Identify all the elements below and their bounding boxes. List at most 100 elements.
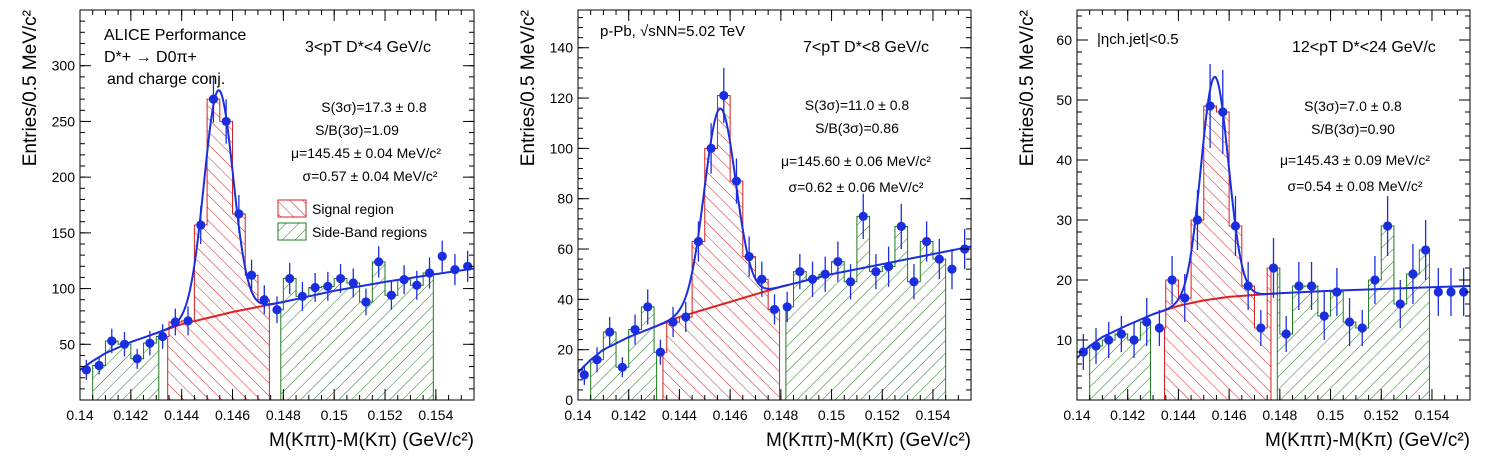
data-marker bbox=[1344, 317, 1355, 327]
legend-signal-label: Signal region bbox=[312, 201, 394, 217]
data-marker bbox=[807, 274, 818, 284]
data-marker bbox=[196, 220, 206, 230]
data-marker bbox=[795, 267, 805, 277]
y-tick-label: 150 bbox=[52, 225, 76, 241]
y-tick-label: 250 bbox=[52, 113, 76, 129]
data-point bbox=[1192, 190, 1203, 250]
data-point bbox=[922, 221, 932, 262]
x-tick-label: 0.148 bbox=[763, 407, 798, 423]
data-marker bbox=[731, 176, 742, 186]
x-tick-label: 0.154 bbox=[418, 407, 453, 423]
data-point bbox=[1421, 220, 1431, 280]
data-marker bbox=[820, 269, 830, 279]
data-marker bbox=[1091, 341, 1101, 351]
x-tick-label: 0.148 bbox=[266, 407, 301, 423]
data-point bbox=[145, 330, 155, 356]
data-point bbox=[1459, 268, 1469, 316]
data-point bbox=[947, 249, 957, 290]
data-point bbox=[845, 264, 856, 300]
data-marker bbox=[833, 257, 843, 267]
data-point bbox=[617, 357, 627, 378]
annotation-mu: μ=145.43 ± 0.09 MeV/c² bbox=[1280, 152, 1430, 168]
data-marker bbox=[934, 254, 944, 264]
y-axis-label: Entries/0.5 MeV/c² bbox=[1017, 10, 1038, 166]
data-point bbox=[323, 271, 333, 301]
data-point bbox=[693, 221, 704, 262]
data-marker bbox=[1268, 263, 1279, 273]
data-marker bbox=[246, 270, 257, 280]
data-point bbox=[719, 67, 729, 124]
x-axis-label: M(Kππ)-M(Kπ) (GeV/c²) bbox=[766, 430, 971, 451]
y-tick-label: 30 bbox=[1056, 212, 1072, 228]
data-marker bbox=[424, 268, 435, 278]
data-point bbox=[1167, 256, 1177, 304]
annotation-decay-channel: D*+ → D0π+ bbox=[104, 49, 197, 66]
data-point bbox=[259, 285, 269, 315]
data-point bbox=[1129, 322, 1139, 358]
data-marker bbox=[719, 90, 729, 101]
data-marker bbox=[1104, 335, 1114, 345]
y-tick-label: 80 bbox=[557, 191, 573, 207]
data-point bbox=[1268, 238, 1279, 298]
x-tick-label: 0.144 bbox=[662, 407, 697, 423]
data-point bbox=[807, 261, 818, 297]
data-marker bbox=[1446, 287, 1456, 297]
data-marker bbox=[297, 291, 308, 301]
data-marker bbox=[579, 370, 589, 380]
data-marker bbox=[592, 355, 602, 365]
data-point bbox=[234, 194, 244, 233]
data-point bbox=[871, 254, 881, 290]
data-point bbox=[605, 316, 615, 348]
data-point bbox=[1408, 244, 1418, 304]
x-tick-label: 0.14 bbox=[66, 407, 93, 423]
annotation-eta-cut: |ηch.jet|<0.5 bbox=[1097, 31, 1179, 48]
data-point bbox=[1230, 196, 1241, 256]
data-point bbox=[158, 324, 168, 349]
data-point bbox=[196, 206, 206, 244]
y-tick-label: 40 bbox=[557, 291, 573, 307]
data-point bbox=[820, 256, 830, 292]
data-marker bbox=[450, 265, 460, 275]
data-point bbox=[731, 158, 742, 204]
x-tick-label: 0.146 bbox=[215, 407, 250, 423]
total-fit-line bbox=[577, 107, 972, 374]
data-point bbox=[782, 291, 792, 322]
y-tick-label: 100 bbox=[550, 140, 574, 156]
y-tick-label: 60 bbox=[557, 241, 573, 257]
annotation-s-over-b: S/B(3σ)=0.86 bbox=[815, 120, 899, 136]
data-marker bbox=[94, 360, 104, 371]
plot-frame bbox=[577, 9, 972, 401]
data-marker bbox=[706, 143, 716, 153]
data-marker bbox=[681, 312, 691, 322]
annotation-collision-system: p-Pb, √sNN=5.02 TeV bbox=[600, 23, 745, 40]
data-point bbox=[450, 254, 460, 286]
y-tick-label: 300 bbox=[52, 58, 76, 74]
sideband-right-region bbox=[785, 215, 947, 401]
ticks-layer: 0.14 0.142 0.144 0.146 0.148 0.15 0.152 0.154 0 2… bbox=[550, 10, 972, 423]
data-point bbox=[119, 332, 130, 357]
plot-frame bbox=[79, 9, 475, 401]
data-marker bbox=[437, 251, 447, 261]
y-tick-label: 140 bbox=[550, 40, 574, 56]
data-point bbox=[795, 254, 805, 290]
data-point bbox=[374, 246, 384, 278]
data-marker bbox=[1142, 317, 1152, 327]
data-marker bbox=[1129, 335, 1139, 345]
annotation-signal: S(3σ)=17.3 ± 0.8 bbox=[321, 99, 427, 115]
data-marker bbox=[374, 257, 384, 267]
data-point bbox=[833, 241, 843, 282]
data-marker bbox=[1154, 323, 1164, 333]
data-marker bbox=[170, 317, 180, 327]
data-marker bbox=[896, 221, 906, 231]
data-point bbox=[1294, 262, 1304, 310]
y-tick-label: 200 bbox=[52, 169, 76, 185]
data-point bbox=[884, 246, 894, 287]
sideband-right-region bbox=[1276, 225, 1430, 401]
x-tick-label: 0.152 bbox=[865, 407, 900, 423]
data-marker bbox=[412, 280, 422, 290]
data-marker bbox=[845, 277, 856, 287]
data-point bbox=[437, 240, 447, 272]
data-point bbox=[1154, 310, 1164, 346]
panel-2: 0.14 0.142 0.144 0.146 0.148 0.15 0.152 0.154 0 2… bbox=[518, 9, 972, 451]
annotation-s-over-b: S/B(3σ)=1.09 bbox=[315, 122, 399, 138]
